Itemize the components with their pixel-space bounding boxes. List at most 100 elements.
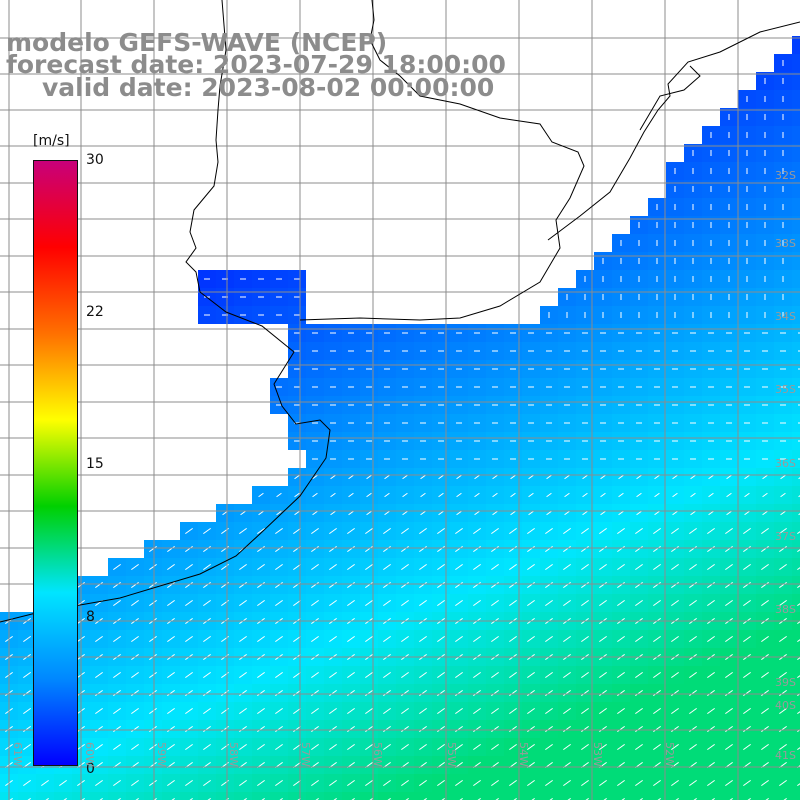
- wind-cell: [540, 792, 558, 800]
- wind-arrow: [293, 671, 301, 679]
- wind-arrow: [545, 689, 553, 697]
- wind-arrow: [419, 545, 427, 553]
- lon-label-55w: 55W: [445, 742, 458, 767]
- wind-arrow: [275, 599, 283, 607]
- wind-arrow: [311, 563, 319, 571]
- wind-cell: [792, 774, 800, 792]
- wind-cell: [792, 432, 800, 450]
- wind-arrow: [275, 545, 283, 553]
- wind-arrow: [113, 635, 121, 643]
- wind-arrow: [743, 671, 751, 679]
- wind-arrow: [473, 743, 481, 751]
- wind-cell: [720, 792, 738, 800]
- wind-arrow: [708, 474, 714, 480]
- wind-arrow: [329, 581, 337, 589]
- wind-arrow: [779, 725, 787, 733]
- wind-arrow: [311, 545, 319, 553]
- wind-arrow: [257, 527, 265, 535]
- wind-arrow: [599, 689, 607, 697]
- wind-arrow: [257, 779, 265, 787]
- wind-arrow: [563, 689, 571, 697]
- wind-arrow: [491, 725, 499, 733]
- wind-arrow: [797, 567, 800, 571]
- wind-arrow: [491, 671, 499, 679]
- wind-arrow: [545, 671, 553, 679]
- wind-arrow: [549, 797, 553, 800]
- wind-cell: [792, 252, 800, 270]
- wind-arrow: [257, 563, 265, 571]
- wind-arrow: [510, 510, 516, 516]
- wind-arrow: [185, 689, 193, 697]
- wind-cell: [360, 792, 378, 800]
- wind-arrow: [365, 725, 373, 733]
- wind-arrow: [707, 707, 715, 715]
- wind-arrow: [743, 779, 751, 787]
- wind-arrow: [491, 707, 499, 715]
- wind-arrow: [765, 797, 769, 800]
- wind-arrow: [563, 671, 571, 679]
- wind-arrow: [275, 671, 283, 679]
- wind-arrow: [653, 743, 661, 751]
- wind-arrow: [603, 797, 607, 800]
- wind-cell: [198, 792, 216, 800]
- wind-arrow: [491, 581, 499, 589]
- wind-cell: [738, 792, 756, 800]
- wind-arrow: [527, 689, 535, 697]
- wind-arrow: [725, 581, 733, 589]
- wind-arrow: [567, 797, 571, 800]
- wind-arrow: [689, 599, 697, 607]
- wind-arrow: [239, 635, 247, 643]
- wind-arrow: [167, 725, 175, 733]
- wind-arrow: [473, 599, 481, 607]
- wind-arrow: [438, 474, 444, 480]
- wind-cell: [144, 792, 162, 800]
- wind-arrow: [563, 545, 571, 553]
- wind-arrow: [383, 779, 391, 787]
- wind-arrow: [599, 707, 607, 715]
- wind-cell: [792, 144, 800, 162]
- wind-cell: [792, 522, 800, 540]
- wind-arrow: [531, 797, 535, 800]
- wind-arrow: [779, 581, 787, 589]
- wind-arrow: [347, 707, 355, 715]
- wind-arrow: [653, 545, 661, 553]
- wind-arrow: [419, 707, 427, 715]
- wind-arrow: [599, 527, 607, 535]
- wind-arrow: [347, 689, 355, 697]
- wind-cell: [432, 792, 450, 800]
- wind-arrow: [383, 635, 391, 643]
- wind-arrow: [383, 743, 391, 751]
- wind-arrow: [149, 779, 157, 787]
- wind-arrow: [671, 635, 679, 643]
- wind-arrow: [293, 527, 301, 535]
- wind-arrow: [797, 711, 800, 715]
- wind-arrow: [708, 492, 714, 498]
- wind-arrow: [474, 492, 480, 498]
- wind-arrow: [437, 671, 445, 679]
- wind-arrow: [131, 599, 139, 607]
- wind-arrow: [167, 779, 175, 787]
- wind-arrow: [725, 527, 733, 535]
- wind-arrow: [275, 527, 283, 535]
- wind-arrow: [383, 545, 391, 553]
- wind-arrow: [419, 689, 427, 697]
- wind-arrow: [315, 797, 319, 800]
- wind-arrow: [95, 743, 103, 751]
- wind-arrow: [239, 725, 247, 733]
- wind-arrow: [275, 563, 283, 571]
- wind-arrow: [365, 545, 373, 553]
- wind-arrow: [330, 510, 336, 516]
- wind-arrow: [387, 797, 391, 800]
- wind-arrow: [257, 707, 265, 715]
- wind-arrow: [711, 797, 715, 800]
- wind-arrow: [402, 510, 408, 516]
- wind-arrow: [384, 492, 390, 498]
- wind-cell: [594, 792, 612, 800]
- wind-arrow: [563, 599, 571, 607]
- lon-label-60w: 60W: [83, 742, 96, 767]
- wind-cell: [792, 360, 800, 378]
- wind-arrow: [653, 671, 661, 679]
- wind-arrow: [599, 743, 607, 751]
- wind-arrow: [491, 779, 499, 787]
- wind-arrow: [546, 510, 552, 516]
